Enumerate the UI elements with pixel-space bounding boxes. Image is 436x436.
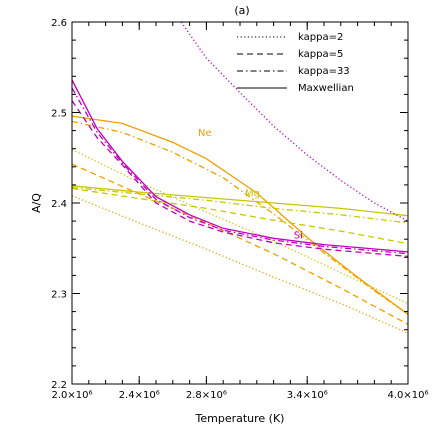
series-line-mg-dashdot: [72, 186, 408, 224]
series-annotation-mg: Mg: [245, 189, 260, 200]
tick-layer: 2.0×10⁶ 2.4×10⁶ 2.8×10⁶ 3.4×10⁶ 4.0×10⁶ 2.2 2.…: [51, 18, 428, 401]
y-tick-label: 2.4: [51, 199, 67, 210]
series-line-mg-dotted: [72, 149, 408, 305]
series-line-ne-dashdot: [72, 120, 408, 315]
series-annotation-si: Si: [294, 230, 303, 241]
series-line-si-solid: [72, 79, 408, 253]
legend-label: kappa=33: [298, 66, 350, 77]
series-line-mg-solid: [72, 185, 408, 217]
series-line-ne-solid: [72, 115, 408, 315]
series-line-ne-dashed: [72, 163, 408, 325]
series-layer: [72, 22, 408, 334]
annotation-layer: Ne Mg Si: [198, 128, 303, 241]
y-tick-label: 2.5: [51, 109, 67, 120]
series-annotation-ne: Ne: [198, 128, 212, 139]
y-tick-label: 2.3: [51, 290, 67, 301]
y-tick-label: 2.2: [51, 380, 67, 391]
legend-label: Maxwellian: [298, 83, 354, 94]
series-line-si-dashed: [72, 100, 408, 258]
legend: kappa=2 kappa=5 kappa=33 Maxwellian: [237, 32, 354, 94]
x-tick-label: 3.4×10⁶: [287, 390, 328, 401]
x-tick-label: 2.4×10⁶: [119, 390, 160, 401]
y-axis-title: A/Q: [30, 193, 43, 213]
y-tick-label: 2.6: [51, 18, 67, 29]
legend-label: kappa=2: [298, 32, 343, 43]
series-line-ne-dotted: [72, 195, 408, 334]
chart-title: (a): [234, 4, 249, 17]
plot-frame: [71, 21, 409, 385]
x-tick-label: 4.0×10⁶: [387, 390, 428, 401]
series-line-mg-dashed: [72, 187, 408, 245]
x-tick-label: 2.8×10⁶: [186, 390, 227, 401]
legend-label: kappa=5: [298, 49, 343, 60]
series-line-si-dotted: [180, 22, 408, 222]
x-axis-title: Temperature (K): [195, 412, 285, 425]
x-tick-label: 2.0×10⁶: [51, 390, 92, 401]
series-line-si-dashdot: [72, 87, 408, 255]
